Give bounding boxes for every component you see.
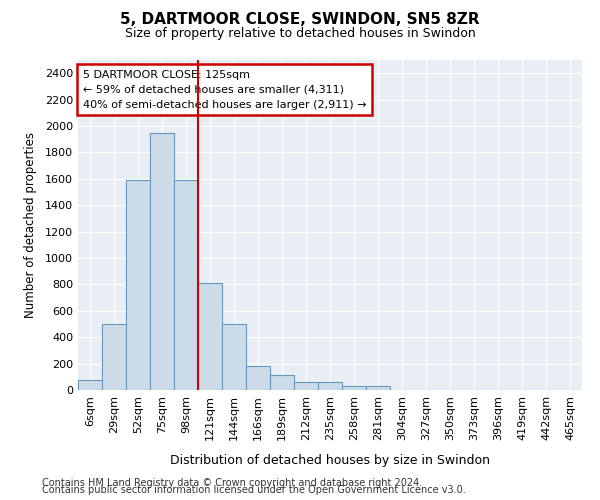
Bar — [102, 324, 126, 390]
Bar — [318, 382, 342, 390]
X-axis label: Distribution of detached houses by size in Swindon: Distribution of detached houses by size … — [170, 454, 490, 467]
Bar — [78, 380, 102, 390]
Bar — [366, 386, 390, 390]
Y-axis label: Number of detached properties: Number of detached properties — [23, 132, 37, 318]
Bar — [174, 180, 198, 390]
Bar — [270, 376, 294, 390]
Text: Contains HM Land Registry data © Crown copyright and database right 2024.: Contains HM Land Registry data © Crown c… — [42, 478, 422, 488]
Bar — [198, 283, 222, 390]
Bar — [222, 324, 246, 390]
Text: 5 DARTMOOR CLOSE: 125sqm
← 59% of detached houses are smaller (4,311)
40% of sem: 5 DARTMOOR CLOSE: 125sqm ← 59% of detach… — [83, 70, 367, 110]
Text: Size of property relative to detached houses in Swindon: Size of property relative to detached ho… — [125, 28, 475, 40]
Bar — [294, 382, 318, 390]
Text: 5, DARTMOOR CLOSE, SWINDON, SN5 8ZR: 5, DARTMOOR CLOSE, SWINDON, SN5 8ZR — [120, 12, 480, 28]
Bar — [126, 180, 150, 390]
Text: Contains public sector information licensed under the Open Government Licence v3: Contains public sector information licen… — [42, 485, 466, 495]
Bar — [246, 366, 270, 390]
Bar — [342, 386, 366, 390]
Bar — [150, 132, 174, 390]
